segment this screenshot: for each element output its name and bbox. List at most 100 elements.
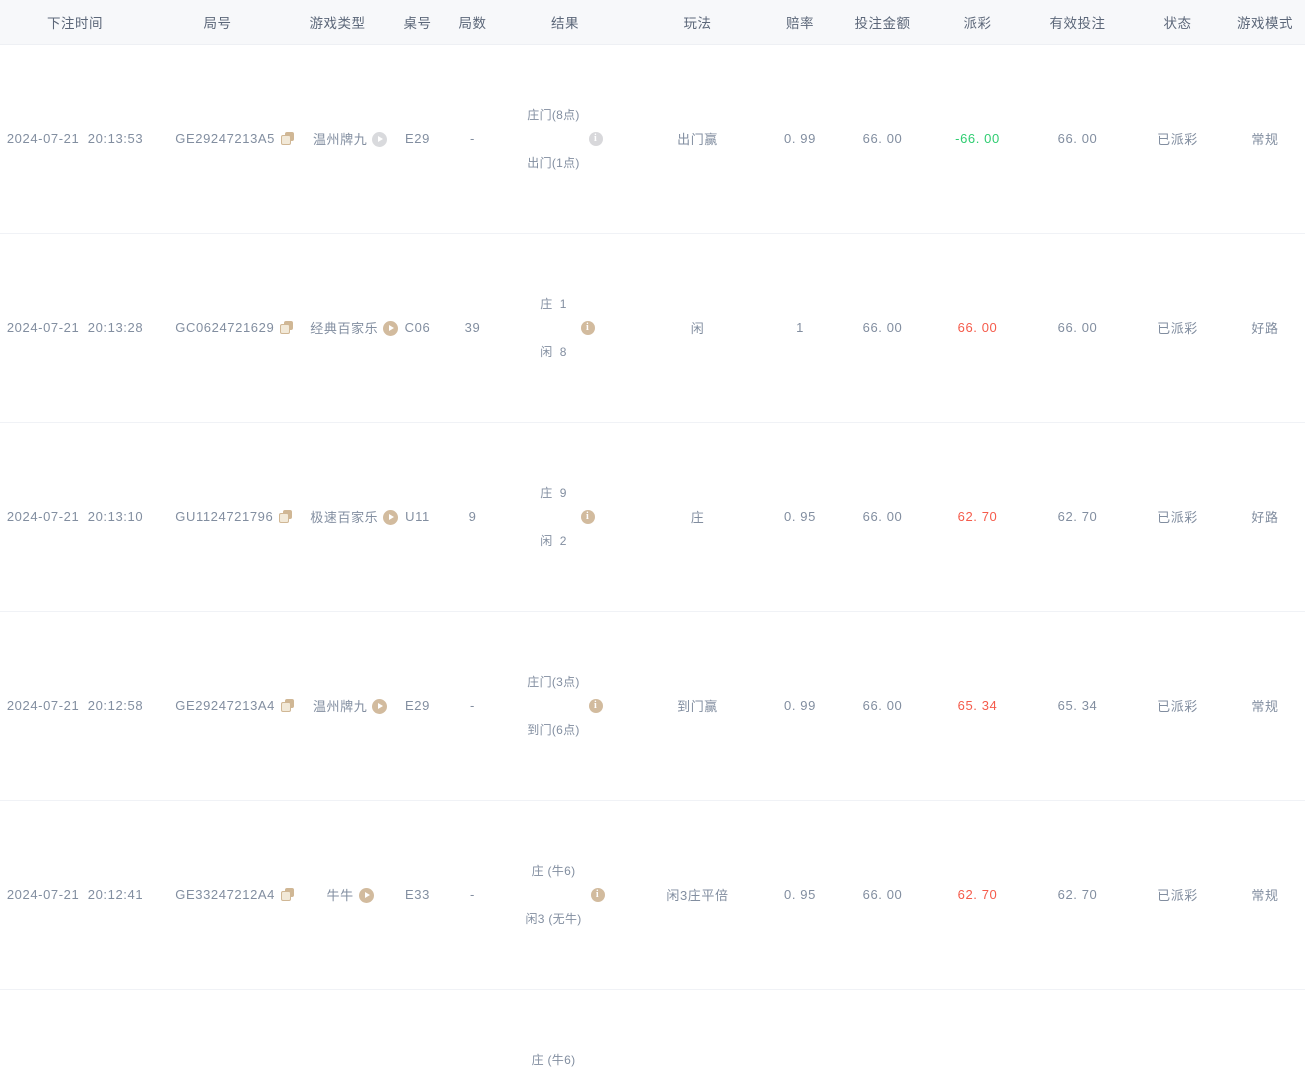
play-icon[interactable] bbox=[372, 699, 387, 714]
game-mode-cell: 常规 bbox=[1225, 989, 1305, 1076]
bet-amount-cell: 66. 00 bbox=[835, 422, 930, 611]
result-cell: 庄 1 闲 8 bbox=[500, 233, 630, 422]
table-header: 下注时间 局号 游戏类型 桌号 局数 结果 玩法 赔率 投注金额 派彩 有效投注… bbox=[0, 0, 1305, 44]
result-cell: 庄 9 闲 2 bbox=[500, 422, 630, 611]
status-cell: 已派彩 bbox=[1130, 800, 1225, 989]
game-id-cell: GE33247212A4 bbox=[150, 989, 285, 1076]
game-id: GE29247213A5 bbox=[175, 131, 275, 146]
table-row: 2024-07-21 20:12:41 GE33247212A4 牛牛 E33 … bbox=[0, 800, 1305, 989]
payout-cell: -66. 00 bbox=[930, 44, 1025, 233]
game-id: GE33247212A4 bbox=[175, 887, 275, 902]
column-header-game-id: 局号 bbox=[150, 0, 285, 44]
table-no-cell: E33 bbox=[390, 989, 445, 1076]
column-header-game-type: 游戏类型 bbox=[285, 0, 390, 44]
column-header-table-no: 桌号 bbox=[390, 0, 445, 44]
play-icon[interactable] bbox=[359, 888, 374, 903]
valid-bet-cell: 62. 70 bbox=[1025, 989, 1130, 1076]
bet-time-cell: 2024-07-21 20:12:41 bbox=[0, 800, 150, 989]
copy-icon[interactable] bbox=[279, 510, 292, 523]
payout-cell: 62. 70 bbox=[930, 989, 1025, 1076]
table-row: 2024-07-21 20:12:58 GE29247213A4 温州牌九 E2… bbox=[0, 611, 1305, 800]
bet-amount-cell: 66. 00 bbox=[835, 233, 930, 422]
column-header-status: 状态 bbox=[1130, 0, 1225, 44]
game-id: GE29247213A4 bbox=[175, 698, 275, 713]
game-id-cell: GC0624721629 bbox=[150, 233, 285, 422]
game-type: 温州牌九 bbox=[313, 132, 367, 147]
table-row: 2024-07-21 20:12:41 GE33247212A4 牛牛 E33 … bbox=[0, 989, 1305, 1076]
odds-cell: 1 bbox=[765, 233, 835, 422]
valid-bet-cell: 62. 70 bbox=[1025, 800, 1130, 989]
copy-icon[interactable] bbox=[281, 132, 294, 145]
valid-bet-cell: 66. 00 bbox=[1025, 44, 1130, 233]
column-header-play-type: 玩法 bbox=[630, 0, 765, 44]
bet-time-cell: 2024-07-21 20:13:10 bbox=[0, 422, 150, 611]
valid-bet-cell: 65. 34 bbox=[1025, 611, 1130, 800]
game-type-cell: 经典百家乐 bbox=[285, 233, 390, 422]
header-row: 下注时间 局号 游戏类型 桌号 局数 结果 玩法 赔率 投注金额 派彩 有效投注… bbox=[0, 0, 1305, 44]
rounds-cell: - bbox=[445, 44, 500, 233]
info-icon[interactable] bbox=[589, 699, 603, 713]
rounds-cell: - bbox=[445, 989, 500, 1076]
game-id: GU1124721796 bbox=[175, 509, 273, 524]
rounds-cell: - bbox=[445, 611, 500, 800]
play-type-cell: 闲 bbox=[630, 233, 765, 422]
bet-amount-cell: 66. 00 bbox=[835, 44, 930, 233]
payout-cell: 65. 34 bbox=[930, 611, 1025, 800]
rounds-cell: - bbox=[445, 800, 500, 989]
column-header-payout: 派彩 bbox=[930, 0, 1025, 44]
odds-cell: 0. 95 bbox=[765, 800, 835, 989]
result-text: 庄门(8点) 出门(1点) bbox=[527, 75, 579, 203]
result-cell: 庄门(3点) 到门(6点) bbox=[500, 611, 630, 800]
valid-bet-cell: 62. 70 bbox=[1025, 422, 1130, 611]
game-type: 极速百家乐 bbox=[310, 510, 378, 525]
game-id-cell: GE33247212A4 bbox=[150, 800, 285, 989]
play-type-cell: 庄 bbox=[630, 422, 765, 611]
play-type-cell: 到门赢 bbox=[630, 611, 765, 800]
result-cell: 庄 (牛6) 闲2 (无牛) bbox=[500, 989, 630, 1076]
game-id-cell: GU1124721796 bbox=[150, 422, 285, 611]
valid-bet-cell: 66. 00 bbox=[1025, 233, 1130, 422]
game-type: 经典百家乐 bbox=[310, 321, 378, 336]
game-mode-cell: 常规 bbox=[1225, 800, 1305, 989]
table-no-cell: E29 bbox=[390, 44, 445, 233]
play-type-cell: 闲2庄平倍 bbox=[630, 989, 765, 1076]
bet-amount-cell: 66. 00 bbox=[835, 989, 930, 1076]
result-text: 庄 9 闲 2 bbox=[535, 453, 571, 581]
table-no-cell: U11 bbox=[390, 422, 445, 611]
status-cell: 已派彩 bbox=[1130, 44, 1225, 233]
play-icon[interactable] bbox=[372, 132, 387, 147]
table-no-cell: E29 bbox=[390, 611, 445, 800]
bet-time-cell: 2024-07-21 20:13:53 bbox=[0, 44, 150, 233]
game-mode-cell: 常规 bbox=[1225, 44, 1305, 233]
rounds-cell: 39 bbox=[445, 233, 500, 422]
copy-icon[interactable] bbox=[280, 321, 293, 334]
column-header-game-mode: 游戏模式 bbox=[1225, 0, 1305, 44]
play-type-cell: 出门赢 bbox=[630, 44, 765, 233]
column-header-rounds: 局数 bbox=[445, 0, 500, 44]
odds-cell: 0. 95 bbox=[765, 422, 835, 611]
status-cell: 已派彩 bbox=[1130, 989, 1225, 1076]
game-mode-cell: 好路 bbox=[1225, 422, 1305, 611]
play-type-cell: 闲3庄平倍 bbox=[630, 800, 765, 989]
table-no-cell: E33 bbox=[390, 800, 445, 989]
table-row: 2024-07-21 20:13:10 GU1124721796 极速百家乐 U… bbox=[0, 422, 1305, 611]
result-cell: 庄门(8点) 出门(1点) bbox=[500, 44, 630, 233]
odds-cell: 0. 95 bbox=[765, 989, 835, 1076]
info-icon[interactable] bbox=[581, 510, 595, 524]
rounds-cell: 9 bbox=[445, 422, 500, 611]
game-id: GC0624721629 bbox=[175, 320, 274, 335]
info-icon[interactable] bbox=[589, 132, 603, 146]
info-icon[interactable] bbox=[591, 888, 605, 902]
info-icon[interactable] bbox=[581, 321, 595, 335]
odds-cell: 0. 99 bbox=[765, 611, 835, 800]
payout-cell: 62. 70 bbox=[930, 800, 1025, 989]
table-body: 2024-07-21 20:13:53 GE29247213A5 温州牌九 E2… bbox=[0, 44, 1305, 1076]
table-no-cell: C06 bbox=[390, 233, 445, 422]
copy-icon[interactable] bbox=[281, 888, 294, 901]
result-text: 庄 (牛6) 闲3 (无牛) bbox=[525, 831, 581, 959]
column-header-bet-time: 下注时间 bbox=[0, 0, 150, 44]
copy-icon[interactable] bbox=[281, 699, 294, 712]
bet-time-cell: 2024-07-21 20:13:28 bbox=[0, 233, 150, 422]
table-row: 2024-07-21 20:13:28 GC0624721629 经典百家乐 C… bbox=[0, 233, 1305, 422]
